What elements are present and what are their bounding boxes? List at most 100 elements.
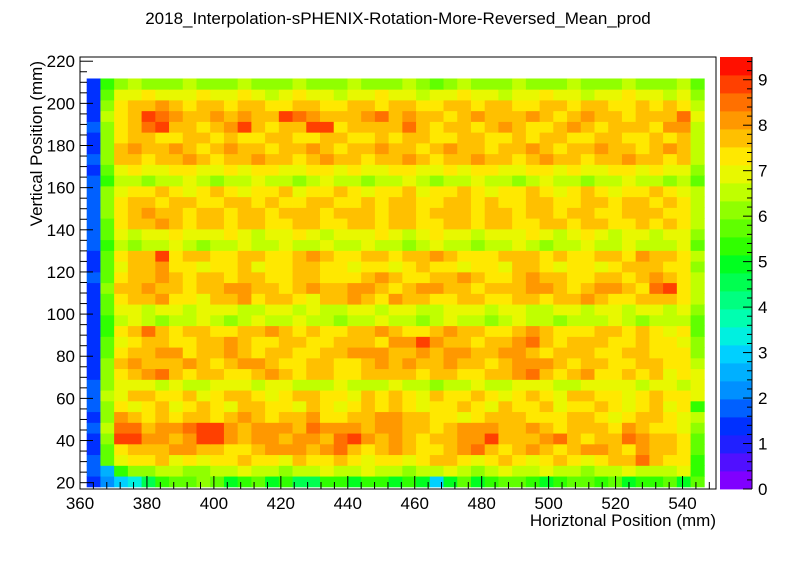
heatmap-cell	[635, 153, 650, 165]
heatmap-cell	[580, 239, 595, 251]
heatmap-cell	[608, 465, 623, 477]
heatmap-cell	[114, 314, 129, 327]
heatmap-cell	[86, 379, 101, 391]
heatmap-cell	[182, 78, 197, 90]
heatmap-cell	[114, 368, 129, 380]
heatmap-cell	[512, 282, 527, 294]
heatmap-cell	[251, 207, 266, 219]
heatmap-cell	[155, 443, 170, 456]
heatmap-cell	[100, 368, 115, 380]
heatmap-cell	[690, 261, 705, 273]
heatmap-cell	[484, 314, 499, 327]
heatmap-cell	[265, 207, 280, 219]
heatmap-cell	[361, 476, 376, 488]
heatmap-cell	[690, 379, 705, 391]
heatmap-cell	[429, 99, 444, 112]
heatmap-cell	[539, 196, 554, 208]
heatmap-cell	[512, 336, 527, 348]
heatmap-cell	[663, 454, 678, 466]
heatmap-cell	[594, 411, 609, 423]
heatmap-cell	[608, 271, 623, 284]
heatmap-cell	[86, 454, 101, 466]
heatmap-cell	[594, 185, 609, 198]
heatmap-cell	[429, 239, 444, 251]
heatmap-cell	[127, 357, 142, 370]
heatmap-cell	[292, 433, 307, 445]
heatmap-cell	[498, 239, 513, 251]
heatmap-cell	[594, 293, 609, 305]
heatmap-cell	[690, 443, 705, 456]
heatmap-cell	[223, 218, 239, 230]
heatmap-cell	[416, 314, 431, 327]
heatmap-cell	[594, 304, 609, 316]
heatmap-cell	[567, 336, 582, 348]
heatmap-cell	[292, 271, 307, 284]
heatmap-cell	[361, 304, 376, 316]
heatmap-cell	[416, 110, 431, 122]
heatmap-cell	[86, 89, 101, 101]
heatmap-cell	[621, 465, 637, 477]
heatmap-cell	[416, 261, 431, 273]
heatmap-cell	[388, 325, 403, 337]
heatmap-cell	[580, 411, 595, 423]
heatmap-cell	[608, 357, 623, 370]
heatmap-cell	[265, 164, 280, 176]
heatmap-cell	[402, 476, 417, 488]
heatmap-cell	[237, 218, 252, 230]
heatmap-cell	[306, 164, 321, 176]
heatmap-cell	[169, 228, 184, 241]
heatmap-cell	[127, 261, 142, 273]
heatmap-cell	[100, 175, 115, 187]
heatmap-cell	[182, 228, 197, 241]
heatmap-cell	[443, 185, 458, 198]
heatmap-cell	[690, 411, 705, 423]
heatmap-cell	[292, 422, 307, 434]
heatmap-cell	[580, 282, 595, 294]
heatmap-cell	[498, 325, 513, 337]
heatmap-cell	[155, 218, 170, 230]
heatmap-cell	[457, 196, 472, 208]
heatmap-cell	[210, 379, 225, 391]
heatmap-cell	[210, 261, 225, 273]
heatmap-cell	[114, 207, 129, 219]
heatmap-cell	[690, 304, 705, 316]
heatmap-cell	[127, 325, 142, 337]
heatmap-cell	[484, 476, 499, 488]
heatmap-cell	[567, 476, 582, 488]
heatmap-cell	[470, 218, 486, 230]
heatmap-cell	[223, 282, 239, 294]
heatmap-cell	[196, 218, 211, 230]
heatmap-cell	[663, 433, 678, 445]
x-tick-label: 420	[267, 494, 295, 513]
heatmap-cell	[539, 89, 554, 101]
heatmap-cell	[292, 153, 307, 165]
heatmap-cell	[114, 347, 129, 359]
heatmap-cell	[512, 164, 527, 176]
heatmap-cell	[498, 121, 513, 133]
heatmap-cell	[114, 175, 129, 187]
heatmap-cell	[388, 357, 403, 370]
heatmap-cell	[292, 282, 307, 294]
heatmap-cell	[278, 293, 293, 305]
heatmap-cell	[608, 121, 623, 133]
heatmap-cell	[443, 443, 458, 456]
heatmap-cell	[251, 314, 266, 327]
heatmap-cell	[306, 132, 321, 144]
heatmap-cell	[567, 239, 582, 251]
heatmap-cell	[100, 89, 115, 101]
heatmap-cell	[621, 196, 637, 208]
heatmap-cell	[416, 132, 431, 144]
heatmap-cell	[635, 164, 650, 176]
heatmap-cell	[539, 411, 554, 423]
heatmap-cell	[265, 261, 280, 273]
heatmap-cell	[210, 218, 225, 230]
heatmap-cell	[210, 239, 225, 251]
heatmap-cell	[333, 304, 348, 316]
heatmap-cell	[690, 347, 705, 359]
heatmap-cell	[306, 99, 321, 112]
heatmap-cell	[402, 454, 417, 466]
heatmap-cell	[210, 282, 225, 294]
heatmap-cell	[649, 250, 664, 262]
heatmap-cell	[333, 336, 348, 348]
heatmap-cell	[361, 422, 376, 434]
